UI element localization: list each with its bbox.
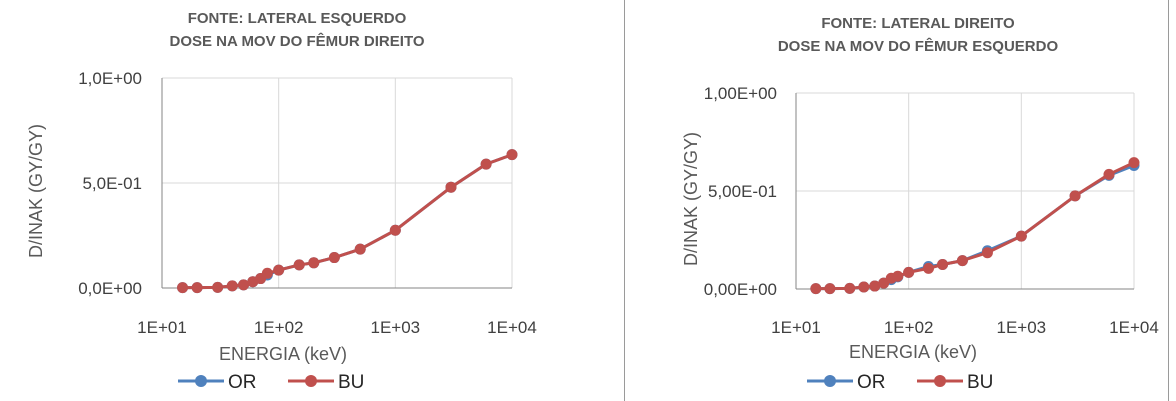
- data-point-bu: [389, 224, 401, 236]
- x-tick-label: 1E+01: [771, 318, 821, 337]
- x-tick-label: 1E+03: [997, 318, 1047, 337]
- data-point-bu: [1015, 230, 1027, 242]
- y-tick-label: 0,0E+00: [78, 279, 142, 298]
- series-line-bu: [815, 161, 1135, 291]
- legend-marker-bu: [934, 375, 946, 387]
- y-axis-label: D/INAK (GY/GY): [681, 132, 701, 266]
- data-point-bu: [261, 267, 273, 279]
- chart-svg: FONTE: LATERAL DIREITO DOSE NA MOV DO FÊM…: [681, 15, 1159, 393]
- data-point-bu: [1069, 190, 1081, 202]
- data-point-bu: [937, 259, 949, 270]
- data-point-bu: [354, 243, 366, 255]
- chart-right: FONTE: LATERAL DIREITO DOSE NA MOV DO FÊM…: [625, 0, 1176, 401]
- y-tick-label: 5,00E-01: [708, 182, 777, 201]
- chart-title-line: DOSE NA MOV DO FÊMUR ESQUERDO: [778, 37, 1059, 55]
- x-tick-label: 1E+04: [1109, 318, 1159, 337]
- data-point-bu: [212, 281, 224, 293]
- x-axis-label: ENERGIA (keV): [219, 344, 347, 364]
- chart-title-line: FONTE: LATERAL DIREITO: [821, 15, 1015, 32]
- series-line-or: [815, 164, 1135, 291]
- data-point-bu: [177, 282, 189, 294]
- series-line-or: [182, 153, 513, 290]
- divider-left: [624, 0, 625, 401]
- data-point-bu: [445, 181, 457, 193]
- data-point-bu: [226, 280, 238, 292]
- y-tick-label: 0,00E+00: [704, 280, 777, 299]
- y-tick-label: 1,00E+00: [704, 84, 777, 103]
- y-tick-label: 1,0E+00: [78, 69, 142, 88]
- data-point-bu: [480, 158, 492, 170]
- data-point-bu: [273, 264, 285, 276]
- data-point-bu: [1128, 157, 1140, 169]
- data-point-bu: [293, 259, 305, 271]
- data-point-bu: [506, 149, 518, 161]
- y-axis-label: D/INAK (GY/GY): [26, 124, 46, 258]
- data-point-bu: [824, 283, 836, 295]
- legend-marker-or: [824, 375, 836, 387]
- x-tick-label: 1E+02: [884, 318, 934, 337]
- data-point-bu: [892, 270, 904, 282]
- legend-label-bu: BU: [338, 372, 364, 393]
- data-point-bu: [981, 247, 993, 259]
- data-point-bu: [238, 279, 250, 291]
- data-point-bu: [956, 255, 968, 267]
- x-tick-label: 1E+04: [487, 318, 537, 337]
- legend-label-or: OR: [857, 372, 886, 393]
- x-tick-label: 1E+03: [371, 318, 421, 337]
- chart-title-line: DOSE NA MOV DO FÊMUR DIREITO: [169, 32, 424, 50]
- series-line-bu: [182, 153, 513, 290]
- data-point-bu: [308, 257, 320, 269]
- x-tick-label: 1E+01: [137, 318, 187, 337]
- y-tick-label: 5,0E-01: [82, 174, 142, 193]
- legend-marker-bu: [305, 375, 317, 387]
- data-point-bu: [903, 266, 915, 278]
- divider-right: [1168, 0, 1169, 401]
- legend-marker-or: [195, 375, 207, 387]
- data-point-bu: [923, 262, 935, 274]
- data-point-bu: [869, 280, 881, 292]
- data-point-bu: [191, 282, 203, 294]
- chart-left: FONTE: LATERAL ESQUERDO DOSE NA MOV DO FÊ…: [0, 0, 560, 401]
- data-point-bu: [328, 252, 340, 264]
- chart-svg: FONTE: LATERAL ESQUERDO DOSE NA MOV DO FÊ…: [26, 10, 537, 393]
- data-point-bu: [858, 281, 870, 293]
- data-point-bu: [844, 282, 856, 294]
- data-point-bu: [810, 283, 822, 295]
- legend-label-or: OR: [228, 372, 257, 393]
- legend-label-bu: BU: [967, 372, 993, 393]
- data-point-bu: [1103, 168, 1115, 180]
- x-axis-label: ENERGIA (keV): [849, 342, 977, 362]
- x-tick-label: 1E+02: [254, 318, 304, 337]
- chart-title-line: FONTE: LATERAL ESQUERDO: [188, 10, 407, 27]
